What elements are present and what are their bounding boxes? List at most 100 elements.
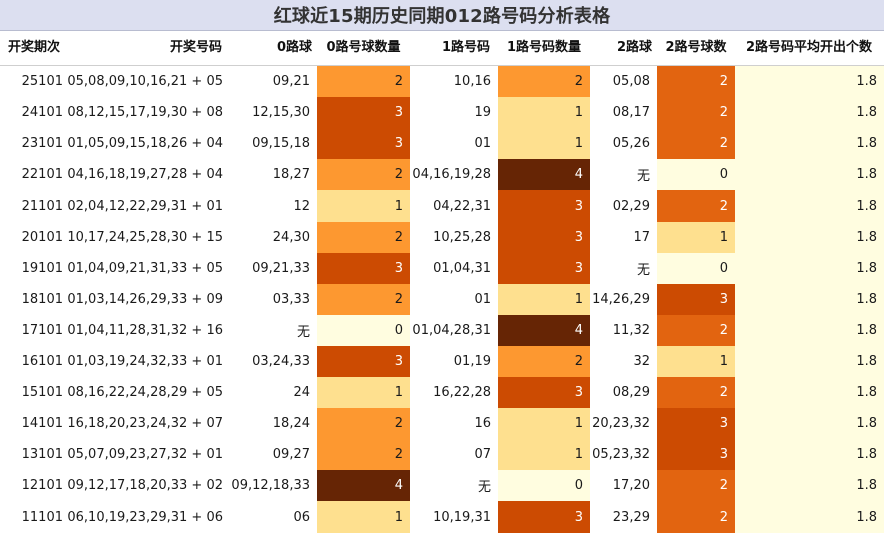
period-cell: 22101 bbox=[21, 167, 63, 182]
route0-count-cell: 2 bbox=[317, 408, 410, 439]
route2-count-cell: 2 bbox=[657, 377, 735, 408]
route1-count-cell: 1 bbox=[498, 128, 590, 159]
table-row: 15101 08,16,22,24,28,29 + 05 24 1 16,22,28 3 0… bbox=[0, 377, 884, 408]
period-cell: 25101 bbox=[21, 74, 63, 89]
route2-cell: 02,29 bbox=[612, 198, 650, 214]
route0-count-cell: 2 bbox=[317, 439, 410, 470]
table-row: 25101 05,08,09,10,16,21 + 05 09,21 2 10,16 2 0… bbox=[0, 66, 884, 97]
route1-count-cell: 1 bbox=[498, 284, 590, 315]
table-row: 16101 01,03,19,24,32,33 + 01 03,24,33 3 01,1… bbox=[0, 346, 884, 377]
route0-cell: 09,15,18 bbox=[252, 136, 310, 151]
route0-count-cell: 1 bbox=[317, 377, 410, 408]
route2-average-cell: 1.8 bbox=[735, 190, 884, 222]
route1-cell: 10,25,28 bbox=[433, 230, 491, 245]
route1-count-cell: 3 bbox=[498, 253, 590, 284]
route2-average-cell: 1.8 bbox=[735, 159, 884, 190]
numbers-cell: 01,03,14,26,29,33 + 09 bbox=[67, 292, 223, 307]
route0-count-cell: 3 bbox=[317, 346, 410, 377]
route2-average-cell: 1.8 bbox=[735, 284, 884, 315]
route1-cell: 16,22,28 bbox=[433, 385, 491, 400]
route1-count-cell: 3 bbox=[498, 501, 590, 533]
route2-count-cell: 0 bbox=[657, 253, 735, 284]
numbers-cell: 01,04,09,21,31,33 + 05 bbox=[67, 261, 223, 276]
route1-cell: 无 bbox=[477, 480, 491, 495]
route2-average-cell: 1.8 bbox=[735, 222, 884, 253]
route2-average-cell: 1.8 bbox=[735, 501, 884, 533]
route2-average-cell: 1.8 bbox=[735, 66, 884, 97]
route1-cell: 07 bbox=[474, 447, 491, 462]
table-row: 18101 01,03,14,26,29,33 + 09 03,33 2 01 1 14,2… bbox=[0, 284, 884, 315]
table-title: 红球近15期历史同期012路号码分析表格 bbox=[0, 0, 884, 31]
route2-average-cell: 1.8 bbox=[735, 346, 884, 377]
route2-cell: 无 bbox=[636, 263, 650, 278]
route2-cell: 11,32 bbox=[612, 323, 650, 338]
period-cell: 23101 bbox=[21, 136, 63, 151]
route0-count-cell: 2 bbox=[317, 159, 410, 190]
route2-cell: 无 bbox=[636, 169, 650, 184]
period-cell: 18101 bbox=[21, 292, 63, 307]
route0-count-cell: 2 bbox=[317, 66, 410, 97]
route1-cell: 01,19 bbox=[453, 354, 491, 369]
route2-count-cell: 2 bbox=[657, 97, 735, 128]
table-header-row: 开奖期次 开奖号码 0路球 0路号球数量 1路号码 1路号码数量 2路球 2路号… bbox=[0, 31, 884, 66]
numbers-cell: 08,16,22,24,28,29 + 05 bbox=[67, 385, 223, 400]
route2-count-cell: 1 bbox=[657, 346, 735, 377]
route0-cell: 无 bbox=[296, 325, 310, 340]
header-route1: 1路号码 bbox=[441, 40, 490, 55]
table-row: 20101 10,17,24,25,28,30 + 15 24,30 2 10,25,2… bbox=[0, 222, 884, 253]
period-cell: 16101 bbox=[21, 354, 63, 369]
route1-cell: 01 bbox=[474, 136, 491, 151]
header-numbers: 开奖号码 bbox=[169, 40, 222, 55]
table-row: 23101 01,05,09,15,18,26 + 04 09,15,18 3 01 1 0… bbox=[0, 128, 884, 159]
table-row: 19101 01,04,09,21,31,33 + 05 09,21,33 3 01,0… bbox=[0, 253, 884, 284]
route1-count-cell: 1 bbox=[498, 97, 590, 128]
numbers-cell: 04,16,18,19,27,28 + 04 bbox=[67, 167, 223, 182]
period-cell: 17101 bbox=[21, 323, 63, 338]
route2-count-cell: 2 bbox=[657, 315, 735, 346]
route0-count-cell: 2 bbox=[317, 222, 410, 253]
route2-average-cell: 1.8 bbox=[735, 253, 884, 284]
route0-count-cell: 2 bbox=[317, 284, 410, 315]
route2-count-cell: 1 bbox=[657, 222, 735, 253]
route0-cell: 03,33 bbox=[272, 292, 310, 307]
route2-average-cell: 1.8 bbox=[735, 315, 884, 346]
route1-count-cell: 0 bbox=[498, 470, 590, 501]
table-row: 12101 09,12,17,18,20,33 + 02 09,12,18,33 4 无… bbox=[0, 470, 884, 501]
route1-cell: 01,04,31 bbox=[433, 261, 491, 276]
route0-count-cell: 3 bbox=[317, 253, 410, 284]
route1-count-cell: 4 bbox=[498, 159, 590, 190]
route2-cell: 23,29 bbox=[612, 509, 650, 525]
route1-count-cell: 1 bbox=[498, 439, 590, 470]
period-cell: 13101 bbox=[21, 447, 63, 462]
numbers-cell: 08,12,15,17,19,30 + 08 bbox=[67, 105, 223, 120]
table-row: 24101 08,12,15,17,19,30 + 08 12,15,30 3 19 1 0… bbox=[0, 97, 884, 128]
route1-cell: 04,16,19,28 bbox=[412, 167, 491, 182]
header-route0: 0路球 bbox=[276, 40, 312, 55]
route2-cell: 14,26,29 bbox=[592, 292, 650, 307]
route1-cell: 19 bbox=[474, 105, 491, 120]
route2-cell: 32 bbox=[633, 354, 650, 369]
table-row: 13101 05,07,09,23,27,32 + 01 09,27 2 07 1 05,2… bbox=[0, 439, 884, 470]
route1-count-cell: 1 bbox=[498, 408, 590, 439]
route2-count-cell: 3 bbox=[657, 408, 735, 439]
numbers-cell: 10,17,24,25,28,30 + 15 bbox=[67, 230, 223, 245]
route2-count-cell: 3 bbox=[657, 284, 735, 315]
route1-cell: 10,16 bbox=[453, 74, 491, 89]
numbers-cell: 01,03,19,24,32,33 + 01 bbox=[67, 354, 223, 369]
numbers-cell: 06,10,19,23,29,31 + 06 bbox=[67, 509, 223, 525]
route0-count-cell: 0 bbox=[317, 315, 410, 346]
table-row: 14101 16,18,20,23,24,32 + 07 18,24 2 16 1 20,2… bbox=[0, 408, 884, 439]
route1-cell: 10,19,31 bbox=[433, 509, 491, 525]
route0-cell: 06 bbox=[293, 509, 310, 525]
route0-count-cell: 1 bbox=[317, 190, 410, 222]
header-route0-count: 0路号球数量 bbox=[326, 40, 401, 55]
numbers-cell: 01,05,09,15,18,26 + 04 bbox=[67, 136, 223, 151]
period-cell: 19101 bbox=[21, 261, 63, 276]
period-cell: 21101 bbox=[21, 198, 63, 214]
period-cell: 12101 bbox=[21, 478, 63, 493]
header-route1-count: 1路号码数量 bbox=[506, 40, 582, 55]
route0-count-cell: 1 bbox=[317, 501, 410, 533]
route1-count-cell: 3 bbox=[498, 190, 590, 222]
route2-count-cell: 0 bbox=[657, 159, 735, 190]
